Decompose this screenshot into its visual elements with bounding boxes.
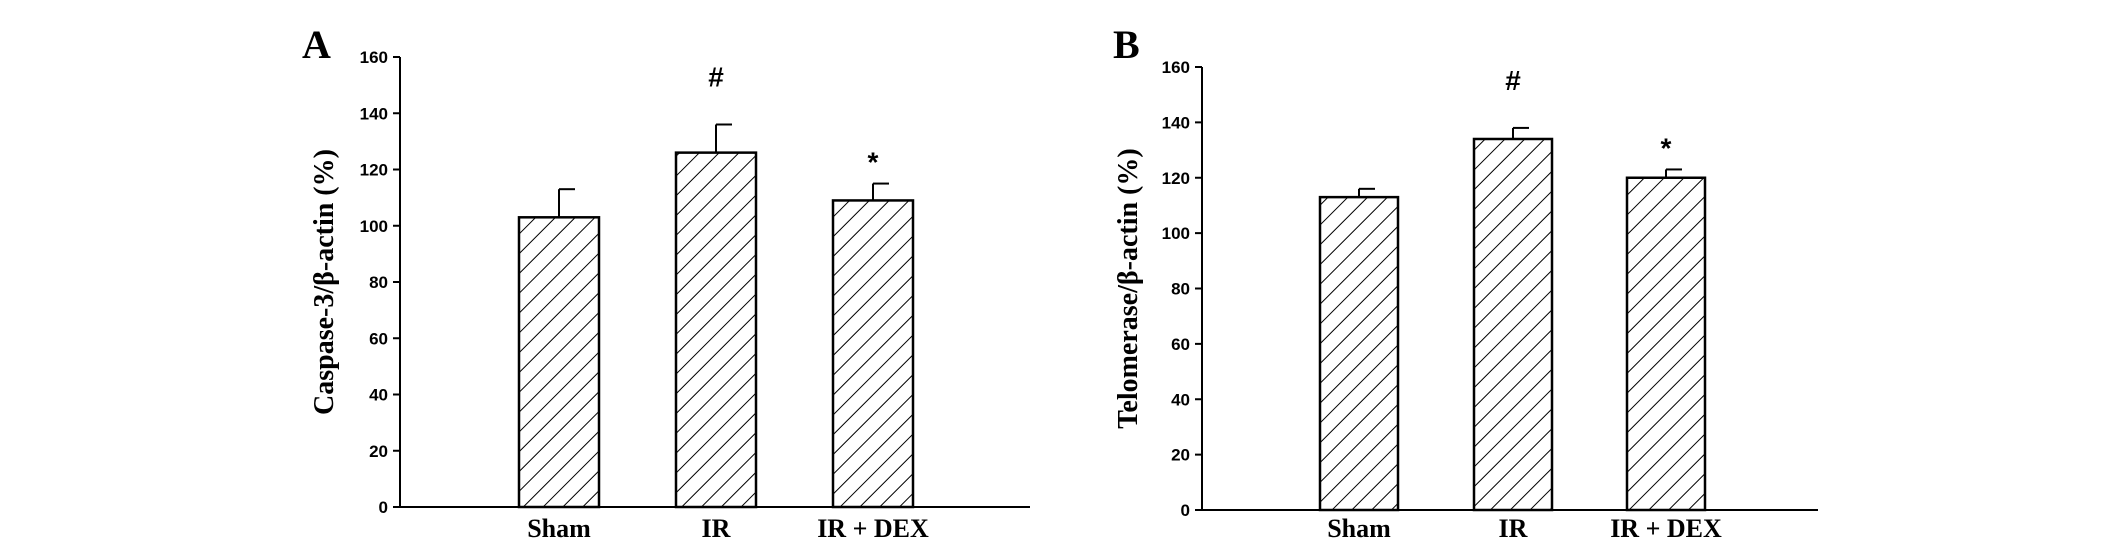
- y-tick-label: 160: [1162, 58, 1190, 77]
- panel-letter: B: [1113, 22, 1140, 67]
- bar-ir-dex: [1625, 176, 1707, 512]
- y-tick-label: 80: [369, 273, 388, 292]
- panel-a: A 0 20 40 60 80 100 120 140 160 Caspase-3/β-actin …: [302, 22, 1030, 543]
- bar-sham: [517, 216, 601, 509]
- y-tick-label: 120: [1162, 169, 1190, 188]
- y-tick-label: 120: [360, 161, 388, 180]
- y-tick-label: 80: [1171, 280, 1190, 299]
- y-tick-label: 0: [379, 498, 388, 517]
- significance-mark: *: [868, 147, 879, 178]
- x-category-label: IR: [702, 514, 731, 543]
- y-tick-label: 140: [1162, 113, 1190, 132]
- x-category-label: IR + DEX: [1610, 514, 1722, 543]
- panel-letter: A: [302, 22, 331, 67]
- y-tick-label: 160: [360, 48, 388, 67]
- x-category-label: IR: [1499, 514, 1528, 543]
- y-tick-label: 40: [1171, 390, 1190, 409]
- panel-b: B 0 20 40 60 80 100 120 140 160 Telomerase/β-actin…: [1113, 22, 1818, 543]
- y-tick-label: 20: [369, 442, 388, 461]
- y-tick-label: 60: [369, 329, 388, 348]
- y-axis-label: Caspase-3/β-actin (%): [309, 149, 340, 415]
- y-tick-label: 20: [1171, 446, 1190, 465]
- bar-sham: [1318, 195, 1400, 512]
- y-tick-label: 0: [1181, 501, 1190, 520]
- significance-mark: #: [708, 62, 724, 93]
- bar-ir: [674, 151, 758, 509]
- bar-ir-dex: [831, 199, 915, 509]
- y-axis-label: Telomerase/β-actin (%): [1113, 148, 1144, 428]
- y-tick-label: 60: [1171, 335, 1190, 354]
- significance-mark: *: [1661, 132, 1672, 163]
- x-category-label: Sham: [527, 514, 591, 543]
- significance-mark: #: [1505, 65, 1521, 96]
- y-tick-label: 100: [360, 217, 388, 236]
- x-category-label: IR + DEX: [817, 514, 929, 543]
- y-tick-label: 140: [360, 104, 388, 123]
- y-tick-label: 40: [369, 386, 388, 405]
- bar-ir: [1472, 137, 1554, 512]
- x-category-label: Sham: [1327, 514, 1391, 543]
- y-tick-label: 100: [1162, 224, 1190, 243]
